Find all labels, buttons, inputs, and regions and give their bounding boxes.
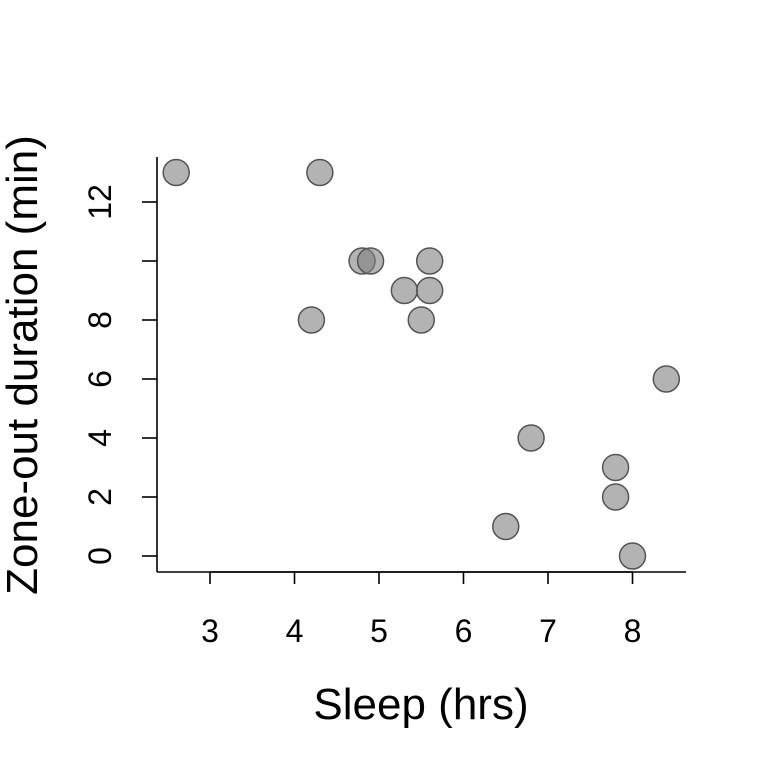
x-tick-label: 4 — [286, 613, 304, 649]
x-tick-label: 8 — [624, 613, 642, 649]
y-tick-label: 2 — [82, 488, 118, 506]
data-point — [356, 247, 385, 275]
data-point — [390, 276, 419, 305]
data-point — [601, 453, 630, 482]
data-point — [415, 276, 444, 305]
x-tick-label: 3 — [201, 613, 219, 649]
data-point — [601, 483, 630, 511]
data-point — [517, 424, 545, 452]
y-tick-label: 4 — [82, 429, 118, 447]
x-axis: 3 4 5 6 7 8 — [157, 571, 686, 649]
y-axis-title: Zone-out duration (min) — [0, 135, 47, 595]
x-tick-label: 6 — [455, 613, 473, 649]
data-point — [162, 158, 190, 187]
data-point — [618, 542, 647, 570]
y-tick-label: 6 — [82, 370, 118, 388]
x-axis-title: Sleep (hrs) — [313, 680, 528, 729]
y-axis: 0 2 4 6 8 12 — [82, 157, 158, 572]
y-tick-label: 12 — [82, 184, 118, 220]
data-point — [492, 512, 520, 541]
y-tick-label: 0 — [82, 547, 118, 565]
data-point — [297, 306, 326, 334]
data-points — [162, 158, 681, 570]
data-point — [652, 365, 681, 393]
x-tick-label: 7 — [539, 613, 557, 649]
y-tick-label: 8 — [82, 311, 118, 329]
data-point — [407, 306, 435, 334]
data-point — [415, 247, 444, 275]
data-point — [306, 158, 334, 187]
x-tick-label: 5 — [370, 613, 388, 649]
